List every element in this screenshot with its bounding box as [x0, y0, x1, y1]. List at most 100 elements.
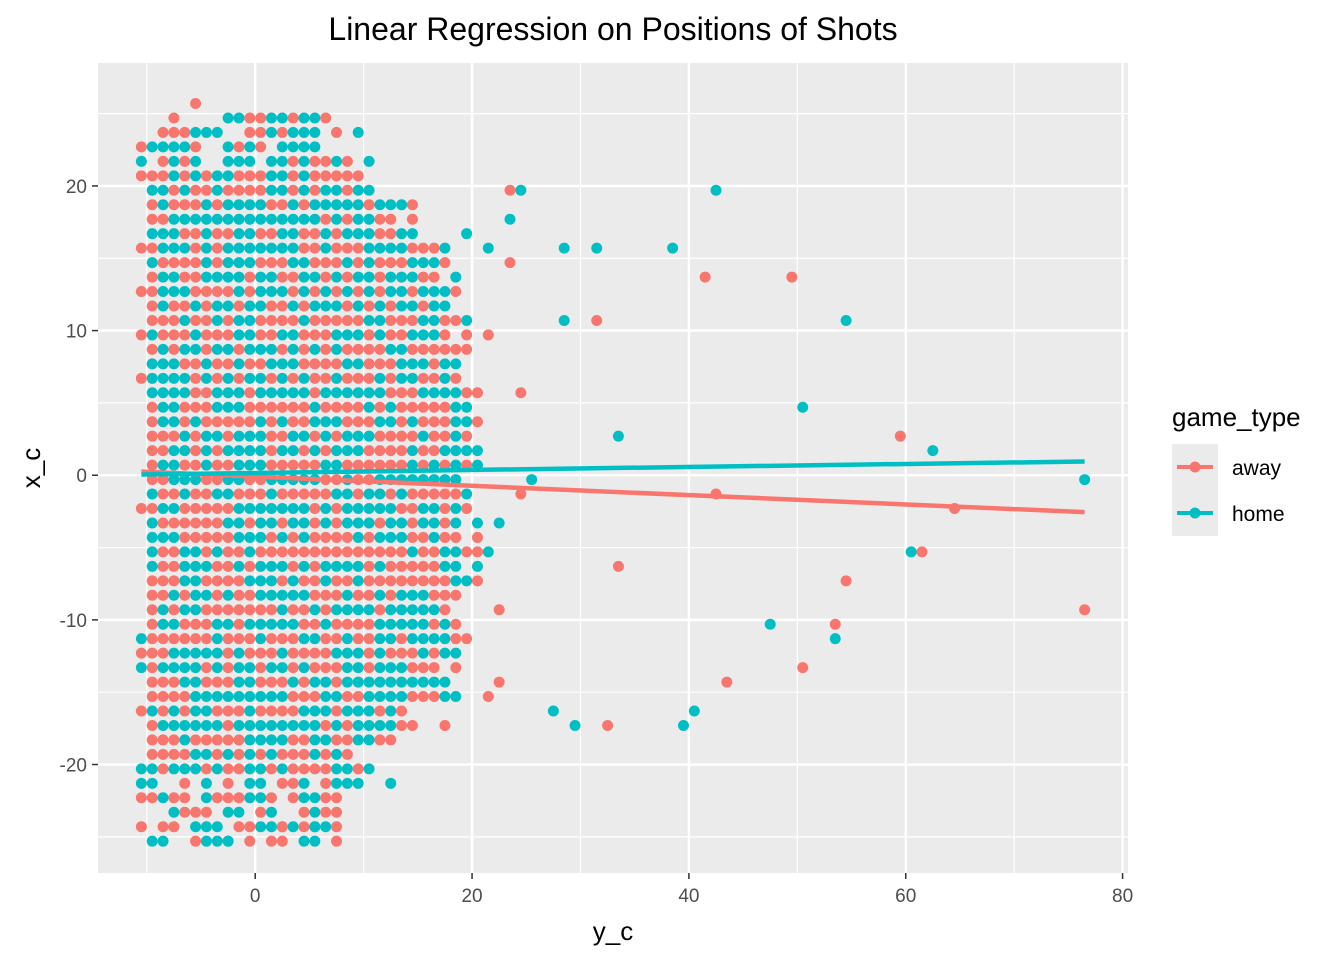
shot-point — [190, 691, 202, 703]
shot-point — [309, 271, 321, 283]
shot-point — [287, 126, 299, 138]
shot-point — [298, 314, 310, 326]
shot-point — [428, 445, 440, 457]
shot-point — [265, 531, 277, 543]
shot-point — [255, 112, 267, 124]
shot-point — [363, 517, 375, 529]
shot-point — [320, 531, 332, 543]
shot-point — [287, 459, 299, 471]
away-regression-line — [141, 469, 1085, 515]
shot-point — [179, 300, 191, 312]
shot-point — [211, 662, 223, 674]
shot-point — [287, 792, 299, 804]
shot-point — [396, 343, 408, 355]
shot-point — [439, 286, 451, 298]
home-point — [558, 314, 570, 326]
shot-point — [255, 314, 267, 326]
shot-point — [222, 734, 234, 746]
shot-point — [363, 300, 375, 312]
shot-point — [417, 358, 429, 370]
shot-point — [352, 257, 364, 269]
shot-point — [244, 387, 256, 399]
shot-point — [298, 575, 310, 587]
shot-point — [179, 199, 191, 211]
shot-point — [417, 676, 429, 688]
shot-point — [439, 604, 451, 616]
shot-point — [168, 647, 180, 659]
shot-point — [168, 228, 180, 240]
shot-point — [439, 647, 451, 659]
shot-point — [450, 401, 462, 413]
shot-point — [374, 387, 386, 399]
shot-point — [179, 792, 191, 804]
shot-point — [200, 719, 212, 731]
shot-point — [331, 531, 343, 543]
shot-point — [374, 691, 386, 703]
shot-point — [211, 503, 223, 514]
away-point — [190, 98, 202, 109]
shot-point — [417, 691, 429, 703]
shot-point — [146, 691, 158, 703]
shot-point — [331, 416, 343, 428]
shot-point — [222, 503, 234, 514]
shot-point — [352, 170, 364, 182]
shot-point — [320, 459, 332, 471]
shot-point — [200, 531, 212, 543]
shot-point — [363, 531, 375, 543]
shot-point — [298, 835, 310, 847]
shot-point — [157, 531, 169, 543]
shot-point — [320, 228, 332, 240]
shot-point — [396, 372, 408, 384]
shot-point — [385, 343, 397, 355]
shot-point — [200, 734, 212, 746]
shot-point — [276, 445, 288, 457]
shot-point — [265, 416, 277, 428]
away-point — [135, 329, 147, 341]
shot-point — [439, 560, 451, 572]
shot-point — [363, 705, 375, 717]
shot-point — [352, 734, 364, 746]
shot-point — [428, 459, 440, 471]
shot-point — [255, 517, 267, 529]
shot-point — [406, 604, 418, 616]
shot-point — [331, 821, 343, 833]
shot-point — [157, 126, 169, 138]
shot-point — [168, 763, 180, 775]
shot-point — [233, 300, 245, 312]
shot-point — [331, 372, 343, 384]
shot-point — [276, 763, 288, 775]
shot-point — [287, 734, 299, 746]
home-point — [493, 517, 505, 529]
shot-point — [200, 806, 212, 818]
shot-point — [341, 589, 353, 601]
home-point — [677, 719, 689, 731]
shot-point — [298, 257, 310, 269]
home-point — [667, 242, 679, 254]
shot-point — [276, 777, 288, 789]
shot-point — [276, 329, 288, 341]
shot-point — [331, 170, 343, 182]
shot-point — [190, 604, 202, 616]
shot-point — [211, 228, 223, 240]
shot-point — [179, 604, 191, 616]
shot-point — [461, 343, 473, 355]
shot-point — [276, 691, 288, 703]
shot-point — [287, 488, 299, 500]
shot-point — [265, 503, 277, 514]
shot-point — [417, 488, 429, 500]
shot-point — [255, 459, 267, 471]
shot-point — [168, 705, 180, 717]
home-point — [710, 184, 722, 196]
shot-point — [146, 445, 158, 457]
shot-point — [385, 618, 397, 630]
shot-point — [265, 286, 277, 298]
shot-point — [146, 416, 158, 428]
shot-point — [211, 372, 223, 384]
shot-point — [157, 286, 169, 298]
legend-label-home: home — [1232, 503, 1285, 526]
shot-point — [352, 618, 364, 630]
shot-point — [157, 633, 169, 645]
shot-point — [255, 763, 267, 775]
home-point — [558, 242, 570, 254]
shot-point — [179, 343, 191, 355]
